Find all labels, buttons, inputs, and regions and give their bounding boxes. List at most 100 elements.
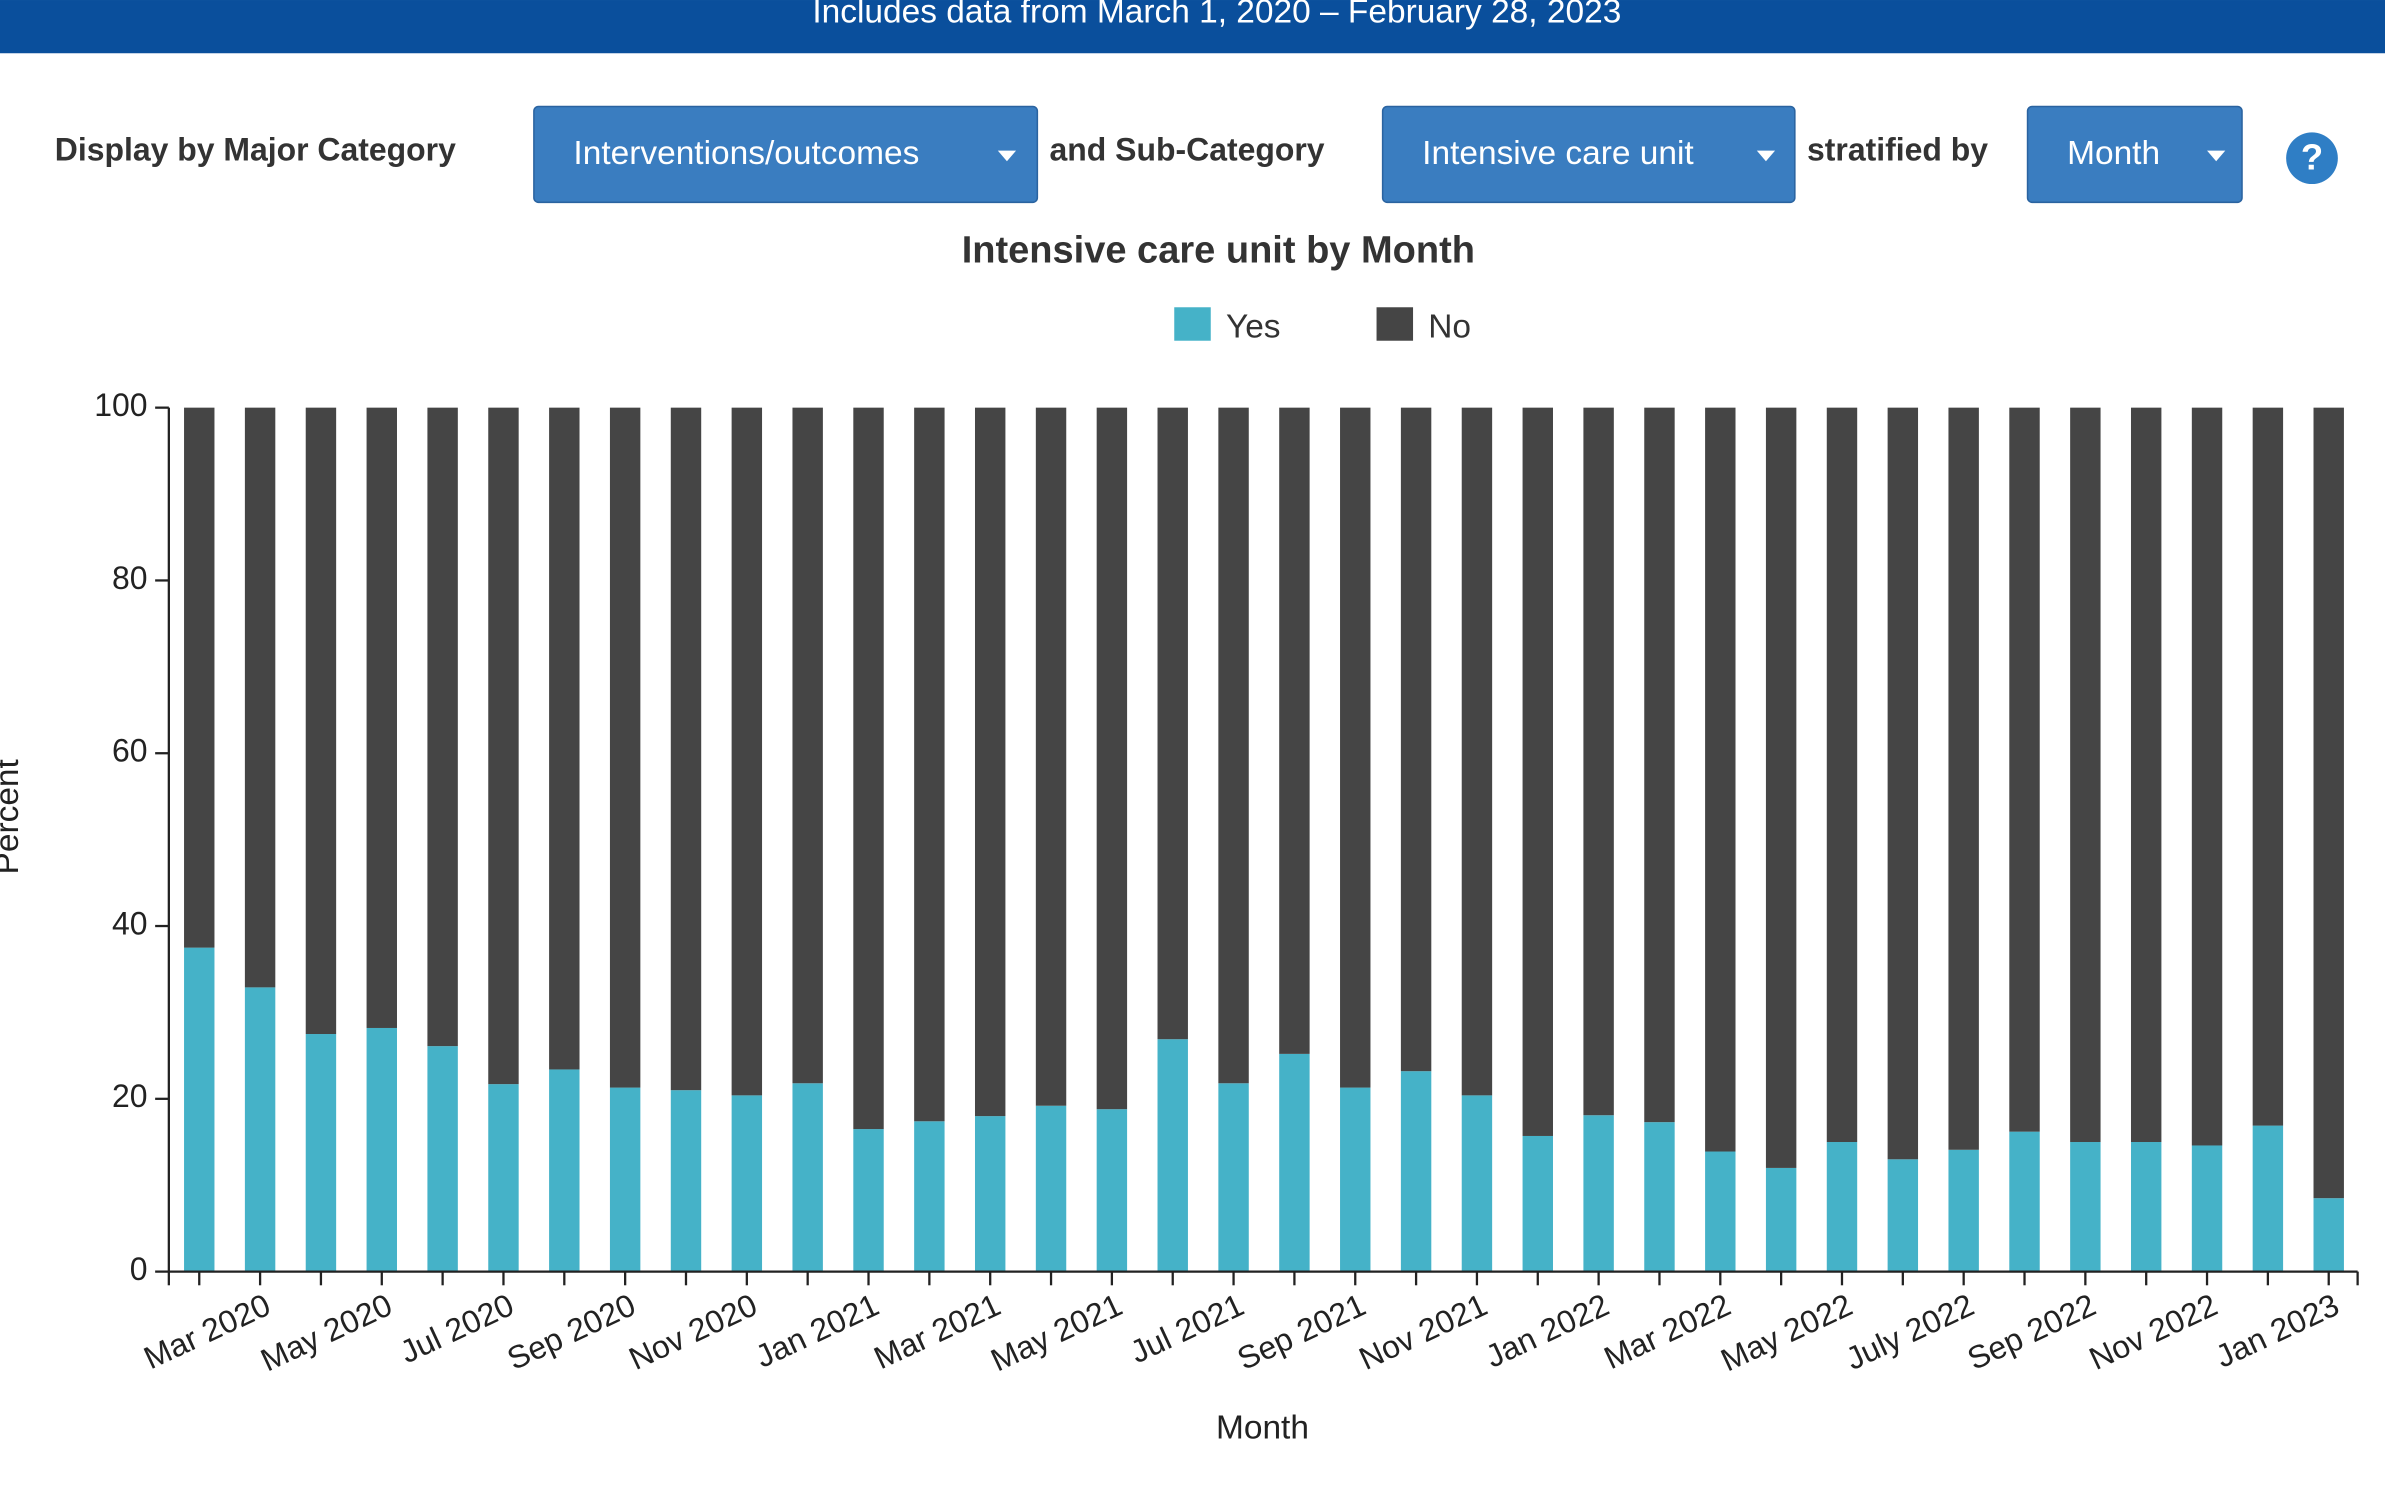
bar-segment [184,947,215,1272]
chart-title: Intensive care unit by Month [962,230,1475,272]
y-tick-label: 40 [112,905,148,941]
strat-dropdown[interactable]: Month [2026,105,2243,204]
bar-segment [2070,1142,2101,1272]
bar-segment [1340,1087,1371,1272]
bar-segment [244,987,276,1272]
bar-segment [2313,1198,2344,1272]
bar-segment [1461,1095,1493,1272]
bar-segment [1887,407,1919,1160]
x-tick-label: Jan 2022 [1480,1286,1614,1374]
x-tick-label: Sep 2021 [1232,1286,1371,1376]
x-tick-label: Nov 2021 [1353,1286,1492,1376]
major-dropdown[interactable]: Interventions/outcomes [533,105,1039,204]
help-circle[interactable] [2286,132,2338,185]
header-text: Includes data from March 1, 2020 – Febru… [812,0,1621,31]
bar-segment [427,1046,458,1272]
bar-segment [2313,407,2344,1199]
x-axis-label: Month [1216,1410,1309,1447]
bar-segment [2191,1145,2223,1272]
bar-segment [1096,1109,1128,1272]
y-tick-label: 60 [112,733,148,769]
help-icon[interactable]: ? [2301,136,2323,177]
bar-segment [1279,1053,1310,1272]
bar-segment [1157,1039,1188,1272]
x-tick-label: Jul 2021 [1125,1286,1250,1370]
bar-segment [305,1034,337,1272]
sub-dropdown[interactable]: Intensive care unit [1381,105,1796,204]
bar-segment [2252,1125,2284,1272]
bar-segment [1644,1122,1675,1272]
dropdown-box[interactable] [1381,105,1796,204]
dropdown-value[interactable]: Intensive care unit [1422,135,1694,172]
bar-segment [1644,407,1675,1123]
dropdown-caret [2207,150,2226,162]
bar-segment [488,1084,519,1272]
bar-segment [366,1027,397,1272]
x-tick-label: July 2022 [1840,1286,1979,1376]
x-tick-label: Mar 2021 [868,1286,1006,1376]
bar-segment [1583,1115,1614,1272]
dropdown-caret [1756,150,1776,162]
bar-segment [1826,1142,1858,1272]
bar-segment [1826,407,1858,1143]
dropdown-box[interactable] [533,105,1039,204]
bar-segment [609,407,641,1088]
x-tick-label: Jan 2021 [750,1286,884,1374]
bar-segment [1705,1151,1736,1272]
legend-swatch [1174,307,1211,341]
bar-segment [1400,1071,1432,1272]
x-tick-label: Jan 2023 [2210,1286,2344,1374]
bar-segment [1340,407,1371,1088]
bar-segment [731,407,763,1096]
y-tick-label: 0 [130,1251,148,1287]
control-label: Display by Major Category [55,132,456,168]
dropdown-box[interactable] [2026,105,2243,204]
bar-segment [488,407,519,1085]
x-tick-label: May 2022 [1715,1286,1857,1378]
dropdown-caret [997,150,1017,162]
bar-segment [549,407,580,1070]
x-tick-label: May 2020 [255,1286,397,1378]
bar-segment [1765,407,1797,1168]
y-tick-label: 80 [112,560,148,596]
bar-segment [670,1090,702,1272]
bar-segment [2252,407,2284,1126]
bar-segment [244,407,276,988]
bar-segment [853,1129,884,1272]
bar-segment [1522,407,1553,1136]
bar-segment [974,1116,1006,1272]
legend-label: No [1428,308,1471,345]
bar-segment [1096,407,1128,1110]
dropdown-value[interactable]: Interventions/outcomes [573,135,919,172]
bar-segment [731,1095,763,1272]
x-tick-label: Sep 2022 [1962,1286,2101,1376]
header-bar [0,0,2385,54]
y-tick-label: 100 [94,387,147,423]
bar-segment [1218,407,1249,1084]
bar-segment [1218,1083,1249,1272]
bar-segment [1583,407,1614,1116]
bar-segment [1157,407,1188,1040]
bar-segment [1461,407,1493,1096]
bar-segment [1279,407,1310,1054]
x-tick-label: Nov 2020 [623,1286,762,1376]
bar-segment [184,407,215,948]
legend-swatch [1376,307,1414,341]
dropdown-value[interactable]: Month [2067,135,2160,172]
x-tick-label: Jul 2020 [394,1286,519,1370]
x-tick-label: Sep 2020 [502,1286,641,1376]
help-button[interactable]: ? [2286,132,2338,185]
legend-label: Yes [1226,308,1281,345]
x-tick-label: May 2021 [985,1286,1127,1378]
bar-segment [1948,407,1979,1150]
bar-segment [792,407,823,1084]
y-axis-label: Percent [0,758,26,874]
x-tick-label: Mar 2020 [138,1286,276,1376]
bar-segment [914,407,945,1122]
bar-segment [1765,1167,1797,1272]
x-tick-label: Mar 2022 [1598,1286,1736,1376]
bar-segment [366,407,397,1028]
bar-segment [2009,1131,2040,1272]
bar-segment [1035,407,1067,1106]
